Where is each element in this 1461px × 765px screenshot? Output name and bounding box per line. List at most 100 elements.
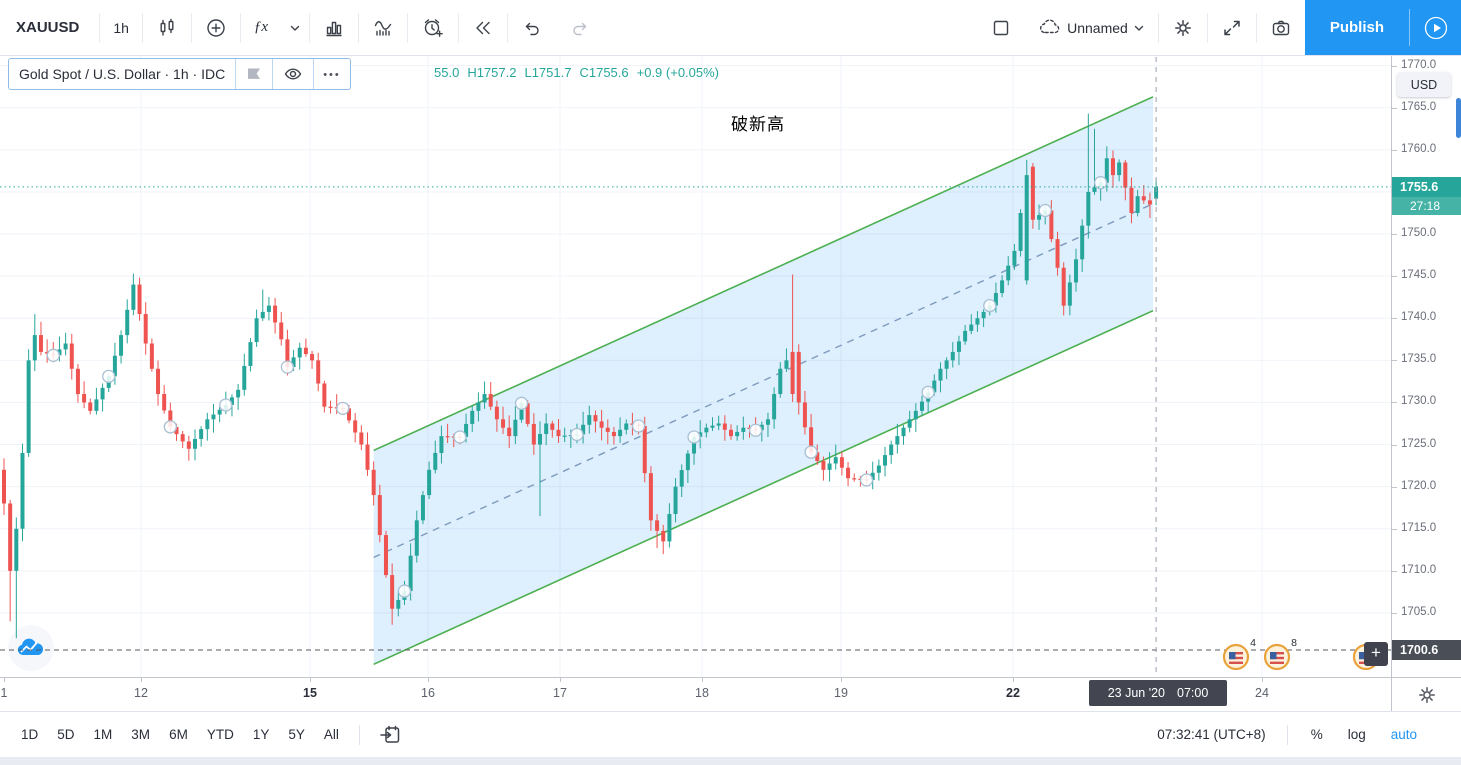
price-axis-tick	[1392, 360, 1397, 361]
top-toolbar: XAUUSD 1h ƒx	[0, 0, 1461, 56]
chart-settings-button[interactable]	[1159, 0, 1207, 55]
price-axis-label: 1740.0	[1401, 311, 1437, 323]
snapshot-button[interactable]	[1257, 0, 1305, 55]
financials-button[interactable]	[310, 0, 358, 55]
eye-icon	[284, 68, 302, 80]
toolbar-left: XAUUSD 1h ƒx	[0, 0, 604, 55]
bar-replay-button[interactable]	[459, 0, 507, 55]
layout-select-button[interactable]	[977, 0, 1025, 55]
layout-name-label: Unnamed	[1067, 19, 1128, 36]
publish-divider	[1409, 9, 1410, 46]
chart-text-annotation[interactable]: 破新高	[731, 115, 785, 134]
us-flag-icon	[1222, 643, 1250, 671]
ohlc-values-row: 55.0 H1757.2 L1751.7 C1755.6 +0.9 (+0.05%)	[434, 65, 719, 80]
go-to-date-button[interactable]	[372, 723, 408, 747]
time-axis[interactable]: 23 Jun '20 07:00 1 12 15 16 17 18 19 22 24	[0, 677, 1461, 712]
crosshair-clock: 07:00	[1177, 686, 1209, 700]
clock-display[interactable]: 07:32:41 (UTC+8)	[1157, 727, 1266, 742]
date-range-buttons: 1D 5D 1M 3M 6M YTD 1Y 5Y All	[13, 723, 347, 746]
gear-icon	[1419, 687, 1435, 703]
time-axis-tick	[560, 678, 561, 682]
symbol-button[interactable]: XAUUSD	[0, 0, 99, 55]
percent-scale-button[interactable]: %	[1310, 727, 1323, 742]
price-axis[interactable]: USD 1755.6 27:18 1700.6 1770.0 1765.0 1760…	[1391, 55, 1461, 677]
indicators-button[interactable]: ƒx	[241, 0, 281, 55]
price-axis-tick	[1392, 445, 1397, 446]
scrollbar-thumb[interactable]	[1456, 98, 1461, 138]
price-axis-tick	[1392, 234, 1397, 235]
currency-toggle-button[interactable]: USD	[1397, 72, 1451, 97]
chart-area[interactable]: Gold Spot / U.S. Dollar · 1h · IDC ••• 5…	[0, 55, 1391, 677]
last-price-label: 1755.6	[1392, 177, 1461, 197]
time-axis-tick	[4, 678, 5, 682]
range-6m-button[interactable]: 6M	[161, 723, 196, 746]
redo-icon	[573, 22, 587, 35]
toolbar-separator	[1206, 12, 1208, 43]
legend-flag-cell[interactable]	[235, 59, 272, 89]
time-axis-label: 15	[303, 686, 317, 700]
price-axis-label: 1725.0	[1401, 438, 1437, 450]
cloud-chart-logo-icon	[17, 638, 44, 655]
economic-event-flag-badge[interactable]: 4	[1222, 637, 1256, 673]
bar-chart-icon	[326, 21, 342, 36]
range-3m-button[interactable]: 3M	[123, 723, 158, 746]
legend-more-cell[interactable]: •••	[313, 59, 350, 89]
legend-eye-cell[interactable]	[272, 59, 313, 89]
toolbar-separator	[1157, 12, 1159, 43]
toolbar-separator	[141, 12, 143, 43]
compare-button[interactable]	[192, 0, 240, 55]
compare-plus-icon	[207, 18, 225, 37]
alert-price-label: 1700.6	[1392, 640, 1461, 660]
save-chart-button[interactable]: Unnamed	[1025, 0, 1158, 55]
fullscreen-button[interactable]	[1208, 0, 1256, 55]
event-count: 8	[1291, 637, 1297, 649]
crosshair-time-label: 23 Jun '20 07:00	[1089, 680, 1227, 706]
time-axis-label: 12	[134, 686, 148, 700]
range-1m-button[interactable]: 1M	[86, 723, 121, 746]
bottom-toolbar: 1D 5D 1M 3M 6M YTD 1Y 5Y All 07:32:41 (UTC+8) % …	[0, 711, 1461, 757]
symbol-legend[interactable]: Gold Spot / U.S. Dollar · 1h · IDC •••	[8, 58, 351, 90]
price-axis-label: 1765.0	[1401, 101, 1437, 113]
bottom-toolbar-right: 07:32:41 (UTC+8) % log auto	[1157, 724, 1419, 745]
layout-square-icon	[993, 20, 1009, 35]
legend-title-cell[interactable]: Gold Spot / U.S. Dollar · 1h · IDC	[9, 59, 235, 89]
price-axis-label: 1735.0	[1401, 353, 1437, 365]
time-axis-tick	[310, 678, 311, 682]
cloud-icon	[1040, 18, 1060, 33]
trend-channel-fill	[373, 96, 1154, 665]
economic-event-flag-badge[interactable]: 8	[1263, 637, 1297, 673]
interval-button[interactable]: 1h	[100, 0, 142, 55]
time-axis-label: 18	[695, 686, 709, 700]
price-chart-canvas[interactable]	[0, 55, 1391, 677]
time-axis-label: 24	[1255, 686, 1269, 700]
range-1d-button[interactable]: 1D	[13, 723, 46, 746]
channel-mid-line	[373, 203, 1154, 559]
range-5y-button[interactable]: 5Y	[280, 723, 313, 746]
candlestick-style-icon	[160, 18, 174, 36]
undo-button[interactable]	[508, 0, 556, 55]
toolbar-separator	[407, 12, 409, 43]
toolbar-separator	[1286, 724, 1288, 745]
range-1y-button[interactable]: 1Y	[245, 723, 278, 746]
publish-button[interactable]: Publish	[1305, 0, 1409, 55]
redo-button[interactable]	[556, 0, 604, 55]
price-axis-label: 1750.0	[1401, 227, 1437, 239]
indicators-dropdown-button[interactable]	[281, 0, 309, 55]
price-axis-label: 1705.0	[1401, 606, 1437, 618]
axis-settings-corner	[1391, 678, 1461, 712]
time-axis-tick	[1013, 678, 1014, 682]
axis-settings-button[interactable]	[1410, 683, 1444, 707]
range-all-button[interactable]: All	[316, 723, 347, 746]
price-axis-tick	[1392, 318, 1397, 319]
publish-play-button[interactable]	[1410, 0, 1461, 55]
auto-scale-button[interactable]: auto	[1390, 727, 1417, 742]
log-scale-button[interactable]: log	[1347, 727, 1366, 742]
indicator-templates-button[interactable]	[359, 0, 407, 55]
range-ytd-button[interactable]: YTD	[199, 723, 242, 746]
range-5d-button[interactable]: 5D	[49, 723, 82, 746]
add-alert-plus-button[interactable]: +	[1364, 642, 1388, 666]
ohlc-value: 55.0	[434, 65, 460, 80]
price-axis-tick	[1392, 150, 1397, 151]
chart-style-button[interactable]	[143, 0, 191, 55]
alert-button[interactable]	[408, 0, 458, 55]
